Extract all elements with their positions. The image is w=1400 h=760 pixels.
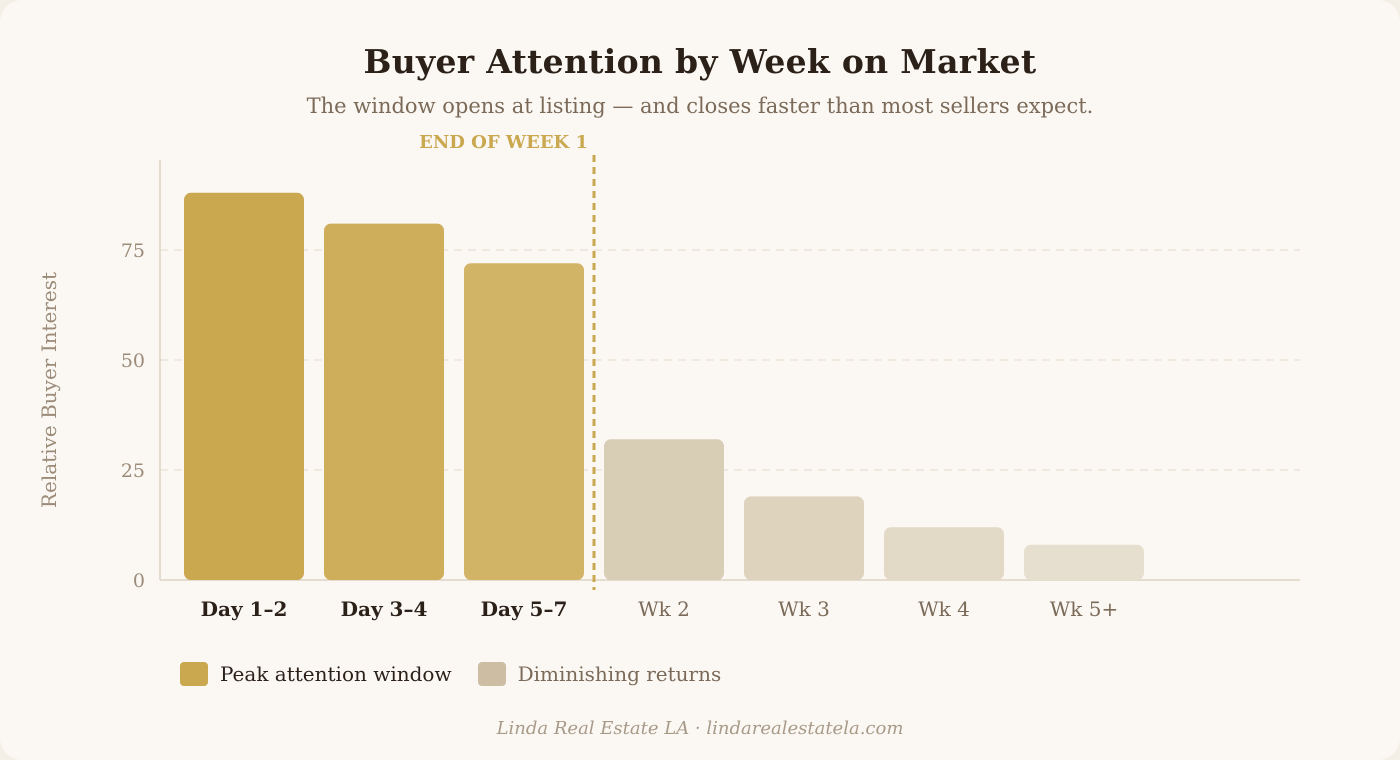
legend-item-diminishing[interactable]: Diminishing returns (477, 662, 722, 686)
x-category-label: Day 3–4 (341, 597, 428, 621)
x-category-label: Wk 3 (778, 597, 830, 621)
bar-diminishing[interactable] (1024, 544, 1144, 580)
bar-peak[interactable] (464, 263, 584, 580)
x-category-label: Day 1–2 (201, 597, 288, 621)
legend-swatch-diminishing (477, 662, 506, 686)
legend-item-peak[interactable]: Peak attention window (180, 662, 452, 686)
bar-peak[interactable] (324, 223, 444, 580)
legend-label-diminishing: Diminishing returns (517, 662, 722, 686)
bar-diminishing[interactable] (744, 496, 864, 580)
legend-swatch-peak (180, 662, 208, 686)
y-tick-label: 75 (121, 240, 145, 262)
x-category-label: Wk 4 (918, 597, 970, 621)
x-category-label: Wk 2 (638, 597, 690, 621)
y-axis-title: Relative Buyer Interest (37, 272, 61, 508)
bar-diminishing[interactable] (884, 527, 1004, 580)
chart-subtitle: The window opens at listing — and closes… (306, 94, 1094, 118)
chart-title: Buyer Attention by Week on Market (363, 42, 1037, 81)
bar-peak[interactable] (184, 192, 304, 581)
y-tick-label: 0 (133, 570, 145, 592)
x-category-label: Wk 5+ (1050, 597, 1119, 621)
footer-credit: Linda Real Estate LA · lindarealestatela… (496, 718, 904, 739)
bar-diminishing[interactable] (604, 439, 724, 580)
y-tick-label: 50 (121, 350, 145, 372)
x-category-label: Day 5–7 (481, 597, 568, 621)
y-tick-label: 25 (121, 460, 145, 482)
legend-label-peak: Peak attention window (220, 662, 452, 686)
annotation-label: END OF WEEK 1 (419, 132, 588, 153)
legend: Peak attention window Diminishing return… (180, 660, 747, 688)
